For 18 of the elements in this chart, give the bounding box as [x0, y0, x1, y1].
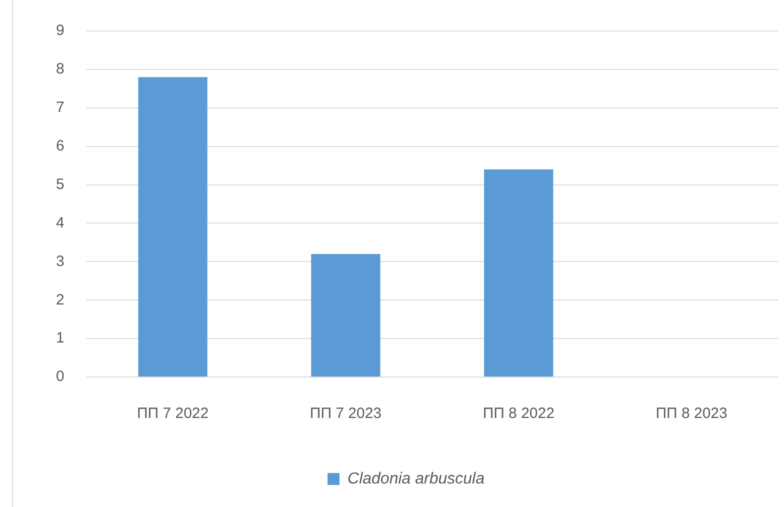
- y-tick-label: 9: [56, 22, 64, 40]
- x-tick-label: ПП 8 2022: [482, 405, 554, 422]
- y-tick-label: 0: [56, 368, 64, 386]
- y-tick-label: 8: [56, 60, 64, 78]
- x-tick-label: ПП 7 2022: [136, 405, 209, 422]
- y-tick-label: 5: [56, 176, 64, 193]
- x-tick-label: ПП 7 2023: [310, 405, 382, 422]
- y-tick-label: 4: [56, 214, 64, 232]
- y-tick-label: 6: [56, 137, 64, 154]
- y-tick-label: 2: [56, 291, 64, 308]
- legend-label: Cladonia arbuscula: [348, 470, 485, 488]
- bar: [311, 254, 380, 376]
- bar: [484, 169, 554, 376]
- y-tick-label: 3: [56, 252, 64, 270]
- bar: [138, 77, 208, 376]
- y-tick-label: 7: [56, 99, 64, 116]
- x-tick-label: ПП 8 2023: [656, 405, 728, 422]
- y-tick-label: 1: [56, 330, 64, 347]
